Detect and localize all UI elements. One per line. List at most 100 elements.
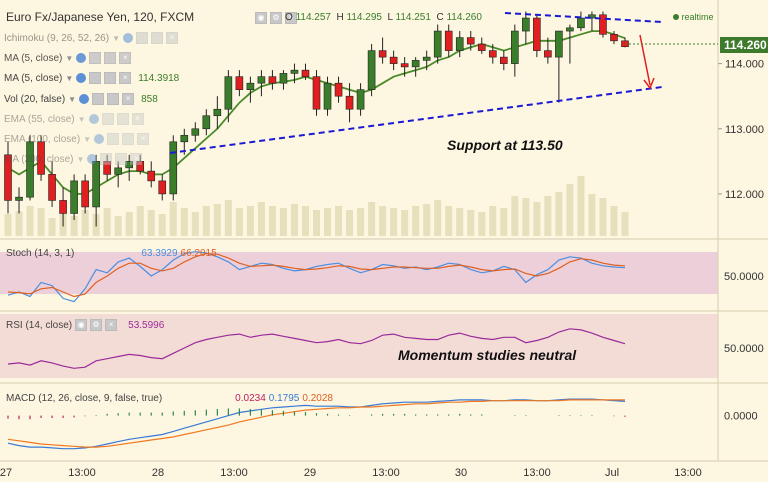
lock-icon[interactable] — [115, 153, 128, 165]
candle-body — [158, 180, 167, 195]
stoch-d-value: 66.2015 — [180, 248, 217, 259]
stoch-k-line — [7, 251, 626, 303]
indicator-row[interactable]: Ichimoku (9, 26, 52, 26) ▼ × — [4, 32, 178, 44]
close-icon[interactable]: × — [119, 52, 132, 64]
rsi-band — [0, 314, 718, 378]
chevron-down-icon[interactable]: ▼ — [65, 73, 74, 83]
time-tick-label: 28 — [152, 467, 164, 479]
settings-icon[interactable] — [101, 113, 114, 125]
settings-icon[interactable] — [89, 72, 102, 84]
volume-bar — [445, 206, 453, 236]
candle-body — [544, 50, 552, 58]
time-tick-label: 29 — [304, 467, 316, 479]
eye-icon[interactable] — [122, 33, 133, 43]
volume-bar — [136, 206, 144, 236]
lock-icon[interactable] — [107, 93, 120, 105]
close-icon[interactable]: × — [165, 32, 178, 44]
candle-body — [422, 56, 431, 61]
close-icon[interactable]: × — [122, 93, 135, 105]
volume-bar — [147, 210, 155, 236]
candle-body — [334, 82, 343, 97]
rsi-remove-icon[interactable]: × — [105, 319, 118, 331]
volume-bar — [313, 210, 320, 236]
volume-bar — [555, 192, 563, 236]
price-tick-label: 113.000 — [725, 124, 764, 136]
chevron-down-icon[interactable]: ▼ — [68, 94, 77, 104]
volume-bar — [103, 208, 111, 236]
volume-bar — [346, 210, 354, 236]
close-icon[interactable]: × — [137, 133, 150, 145]
lock-icon[interactable] — [104, 72, 117, 84]
eye-icon[interactable] — [76, 73, 87, 83]
volume-bar — [15, 211, 23, 236]
lock-icon[interactable] — [116, 113, 129, 125]
volume-bar — [478, 212, 486, 236]
high-label: H — [336, 12, 344, 23]
price-tick-label: 112.000 — [725, 189, 764, 201]
volume-bar — [4, 214, 12, 236]
settings-icon[interactable] — [100, 153, 113, 165]
candle-body — [290, 69, 299, 74]
close-value: 114.260 — [446, 12, 482, 23]
rsi-tick-label: 50.0000 — [724, 343, 764, 355]
lock-icon[interactable] — [104, 52, 117, 64]
close-icon[interactable]: × — [285, 12, 297, 24]
candle-body — [588, 14, 596, 19]
candle-body — [522, 17, 530, 32]
candle-body — [37, 141, 45, 175]
close-icon[interactable]: × — [130, 153, 143, 165]
volume-bar — [610, 206, 618, 236]
chevron-down-icon[interactable]: ▼ — [112, 33, 120, 43]
settings-icon[interactable] — [107, 133, 120, 145]
lock-icon[interactable] — [122, 133, 135, 145]
eye-icon[interactable] — [76, 53, 87, 63]
settings-icon[interactable]: ⚙ — [270, 12, 282, 24]
lock-icon[interactable] — [150, 32, 163, 44]
indicator-label: Vol (20, false) — [4, 93, 66, 105]
eye-icon[interactable] — [88, 114, 99, 124]
settings-icon[interactable] — [135, 32, 148, 44]
candle-body — [301, 69, 310, 77]
volume-bar — [599, 198, 607, 236]
indicator-row[interactable]: MA (200, close) ▼ × — [4, 153, 143, 165]
chevron-down-icon[interactable]: ▼ — [77, 114, 86, 124]
resistance-trendline — [504, 12, 663, 23]
indicator-row[interactable]: EMA (55, close) ▼ × — [4, 113, 144, 125]
rsi-eye-icon[interactable]: ◉ — [75, 319, 88, 331]
indicator-row[interactable]: MA (5, close) ▼ × 114.3918 — [4, 72, 179, 84]
indicator-row[interactable]: EMA (100, close) ▼ × — [4, 133, 150, 145]
stoch-k-value: 63.3929 — [141, 248, 178, 259]
candle-body — [81, 180, 89, 208]
candle-body — [70, 180, 78, 214]
volume-bar — [37, 208, 45, 236]
candle-body — [477, 43, 486, 51]
close-icon[interactable]: × — [119, 72, 132, 84]
candle-body — [191, 128, 200, 136]
time-tick-label: 13:00 — [523, 467, 551, 479]
low-value: 114.251 — [395, 12, 431, 23]
indicator-row[interactable]: Vol (20, false) ▼ × 858 — [4, 93, 158, 105]
time-tick-label: 13:00 — [372, 467, 400, 479]
indicator-row[interactable]: MA (5, close) ▼ × — [4, 52, 132, 64]
chevron-down-icon[interactable]: ▼ — [65, 53, 74, 63]
settings-icon[interactable] — [89, 52, 102, 64]
close-icon[interactable]: × — [131, 113, 144, 125]
stoch-band — [0, 252, 718, 294]
chevron-down-icon[interactable]: ▼ — [76, 154, 85, 164]
candle-body — [257, 76, 266, 84]
eye-icon[interactable] — [79, 94, 90, 104]
candle-body — [15, 196, 23, 201]
header-buttons: ◉ ⚙ × — [255, 12, 297, 24]
eye-icon[interactable] — [94, 134, 105, 144]
eye-toggle-icon[interactable]: ◉ — [255, 12, 267, 24]
volume-bar — [268, 206, 276, 236]
symbol-label: Euro Fx/Japanese Yen, 120, FXCM — [6, 10, 195, 24]
chevron-down-icon[interactable]: ▼ — [83, 134, 92, 144]
settings-icon[interactable] — [92, 93, 105, 105]
candle-body — [433, 30, 442, 58]
macd-line — [7, 398, 626, 450]
volume-bar — [621, 212, 629, 236]
eye-icon[interactable] — [87, 154, 98, 164]
rsi-settings-icon[interactable]: ⚙ — [90, 319, 103, 331]
